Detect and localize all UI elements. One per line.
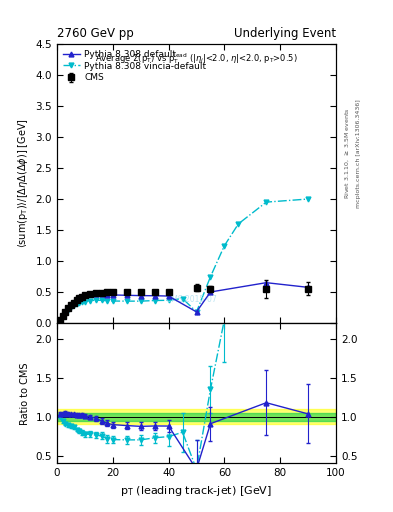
Pythia 8.308 vincia-default	[236, 221, 241, 227]
Pythia 8.308 vincia-default	[208, 274, 213, 280]
Pythia 8.308 vincia-default	[83, 298, 87, 305]
Pythia 8.308 vincia-default	[222, 243, 227, 249]
Pythia 8.308 default	[63, 308, 68, 314]
Text: mcplots.cern.ch [arXiv:1306.3436]: mcplots.cern.ch [arXiv:1306.3436]	[356, 99, 361, 208]
Pythia 8.308 default	[60, 313, 65, 319]
Text: 2760 GeV pp: 2760 GeV pp	[57, 27, 134, 40]
Text: CMS 2015-07: CMS 2015-07	[165, 295, 216, 304]
Legend: Pythia 8.308 default, Pythia 8.308 vincia-default, CMS: Pythia 8.308 default, Pythia 8.308 vinci…	[60, 46, 210, 86]
Pythia 8.308 default	[83, 292, 87, 298]
Pythia 8.308 vincia-default	[63, 310, 68, 316]
Pythia 8.308 default	[166, 293, 171, 299]
Y-axis label: Ratio to CMS: Ratio to CMS	[20, 362, 30, 424]
Pythia 8.308 default	[68, 302, 73, 308]
Pythia 8.308 default	[57, 317, 62, 323]
Pythia 8.308 default	[194, 309, 199, 315]
Pythia 8.308 default	[208, 289, 213, 295]
Pythia 8.308 vincia-default	[68, 304, 73, 310]
Pythia 8.308 default	[74, 296, 79, 303]
Pythia 8.308 default	[72, 299, 76, 305]
Pythia 8.308 default	[77, 294, 82, 301]
Bar	[57, 409, 336, 424]
Line: Pythia 8.308 default: Pythia 8.308 default	[57, 280, 310, 323]
Pythia 8.308 vincia-default	[264, 199, 269, 205]
Pythia 8.308 default	[124, 292, 129, 298]
Pythia 8.308 vincia-default	[72, 302, 76, 308]
Pythia 8.308 default	[306, 284, 310, 290]
Pythia 8.308 default	[94, 291, 98, 297]
Pythia 8.308 default	[99, 291, 104, 297]
Pythia 8.308 vincia-default	[99, 297, 104, 303]
Pythia 8.308 vincia-default	[105, 298, 110, 304]
Pythia 8.308 default	[264, 280, 269, 286]
Pythia 8.308 vincia-default	[124, 298, 129, 304]
Pythia 8.308 vincia-default	[80, 299, 84, 305]
Pythia 8.308 vincia-default	[306, 196, 310, 202]
Pythia 8.308 default	[110, 292, 115, 298]
Pythia 8.308 vincia-default	[60, 314, 65, 320]
Pythia 8.308 vincia-default	[180, 295, 185, 302]
Pythia 8.308 vincia-default	[77, 300, 82, 306]
Pythia 8.308 default	[152, 293, 157, 299]
Text: Average $\Sigma$(p$_\mathrm{T}$) vs p$_\mathrm{T}^{\rm lead}$ ($|\eta_j|$<2.0, $: Average $\Sigma$(p$_\mathrm{T}$) vs p$_\…	[95, 52, 298, 67]
Pythia 8.308 vincia-default	[88, 297, 93, 304]
Pythia 8.308 vincia-default	[57, 317, 62, 324]
Pythia 8.308 default	[105, 291, 110, 297]
Pythia 8.308 vincia-default	[194, 309, 199, 315]
Pythia 8.308 default	[66, 305, 70, 311]
Pythia 8.308 vincia-default	[166, 297, 171, 303]
Pythia 8.308 vincia-default	[152, 297, 157, 304]
Text: Underlying Event: Underlying Event	[234, 27, 336, 40]
Pythia 8.308 default	[138, 292, 143, 298]
Pythia 8.308 default	[88, 291, 93, 297]
Pythia 8.308 vincia-default	[74, 301, 79, 307]
Line: Pythia 8.308 vincia-default: Pythia 8.308 vincia-default	[57, 197, 310, 323]
Pythia 8.308 vincia-default	[110, 298, 115, 304]
Y-axis label: $\langle$sum(p$_\mathrm{T}$)$\rangle$/$[\Delta\eta\Delta(\Delta\phi)]$ [GeV]: $\langle$sum(p$_\mathrm{T}$)$\rangle$/$[…	[16, 118, 30, 248]
Text: Rivet 3.1.10, $\geq$ 3.5M events: Rivet 3.1.10, $\geq$ 3.5M events	[344, 108, 351, 199]
Pythia 8.308 default	[80, 293, 84, 299]
X-axis label: p$_\mathrm{T}$ (leading track-jet) [GeV]: p$_\mathrm{T}$ (leading track-jet) [GeV]	[121, 484, 272, 498]
Pythia 8.308 vincia-default	[94, 297, 98, 303]
Pythia 8.308 vincia-default	[138, 298, 143, 304]
Pythia 8.308 vincia-default	[66, 307, 70, 313]
Bar	[57, 413, 336, 420]
